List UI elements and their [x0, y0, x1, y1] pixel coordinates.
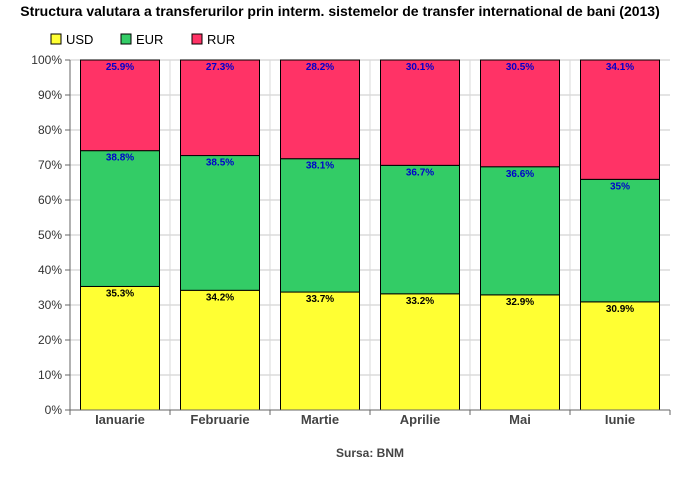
data-label-usd: 33.2% — [406, 296, 434, 307]
legend-swatch-usd — [50, 33, 62, 45]
y-tick-label: 70% — [38, 158, 62, 172]
data-label-usd: 34.2% — [206, 292, 234, 303]
bar-segment-usd — [280, 291, 360, 411]
bar-segment-rur — [380, 59, 460, 166]
legend-label-rur: RUR — [207, 32, 235, 47]
legend-swatch-rur — [191, 33, 203, 45]
data-label-eur: 36.6% — [506, 169, 534, 180]
data-label-rur: 25.9% — [106, 62, 134, 73]
data-label-usd: 32.9% — [506, 297, 534, 308]
bar-segment-eur — [480, 166, 560, 296]
data-label-usd: 33.7% — [306, 294, 334, 305]
y-tick-label: 50% — [38, 228, 62, 242]
data-label-eur: 35% — [610, 181, 630, 192]
bar-segment-eur — [180, 155, 260, 291]
x-tick-label: Martie — [301, 412, 339, 427]
bar-segment-rur — [280, 59, 360, 160]
y-tick-label: 30% — [38, 298, 62, 312]
y-tick-label: 0% — [45, 403, 63, 417]
data-label-eur: 36.7% — [406, 167, 434, 178]
bar-segment-rur — [580, 59, 660, 180]
source-note: Sursa: BNM — [336, 446, 404, 460]
data-label-eur: 38.8% — [106, 153, 134, 164]
y-tick-label: 60% — [38, 193, 62, 207]
y-tick-label: 40% — [38, 263, 62, 277]
bar-segment-usd — [180, 289, 260, 411]
data-label-rur: 27.3% — [206, 62, 234, 73]
bar-segment-rur — [180, 59, 260, 157]
bar-segment-eur — [80, 150, 160, 287]
legend-swatch-eur — [120, 33, 132, 45]
data-label-rur: 30.5% — [506, 62, 534, 73]
y-tick-label: 80% — [38, 123, 62, 137]
x-tick-label: Aprilie — [400, 412, 440, 427]
y-tick-label: 100% — [31, 53, 62, 67]
bar-segment-usd — [380, 293, 460, 411]
bar-segment-usd — [580, 301, 660, 411]
y-tick-label: 90% — [38, 88, 62, 102]
y-tick-label: 20% — [38, 333, 62, 347]
y-tick-label: 10% — [38, 368, 62, 382]
data-label-usd: 35.3% — [106, 288, 134, 299]
data-label-eur: 38.5% — [206, 158, 234, 169]
data-label-rur: 34.1% — [606, 62, 634, 73]
legend-label-eur: EUR — [136, 32, 163, 47]
bar-segment-usd — [480, 294, 560, 411]
plot-area: 35.3% 38.8% 25.9% Ianuarie 34.2% 38.5% 27.3% Fe… — [31, 53, 671, 427]
x-tick-label: Ianuarie — [95, 412, 145, 427]
bar-segment-eur — [380, 164, 460, 295]
x-tick-label: Februarie — [190, 412, 249, 427]
chart-title: Structura valutara a transferurilor prin… — [20, 3, 660, 19]
legend: USD EUR RUR — [50, 32, 235, 47]
data-label-rur: 30.1% — [406, 62, 434, 73]
data-label-eur: 38.1% — [306, 161, 334, 172]
bar-segment-eur — [580, 178, 660, 303]
bar-segment-rur — [80, 59, 160, 152]
bar-segment-usd — [80, 285, 160, 411]
x-tick-label: Iunie — [605, 412, 635, 427]
bar-segment-rur — [480, 59, 560, 168]
data-label-rur: 28.2% — [306, 62, 334, 73]
data-label-usd: 30.9% — [606, 304, 634, 315]
legend-label-usd: USD — [66, 32, 93, 47]
bar-segment-eur — [280, 158, 360, 293]
x-tick-label: Mai — [509, 412, 531, 427]
